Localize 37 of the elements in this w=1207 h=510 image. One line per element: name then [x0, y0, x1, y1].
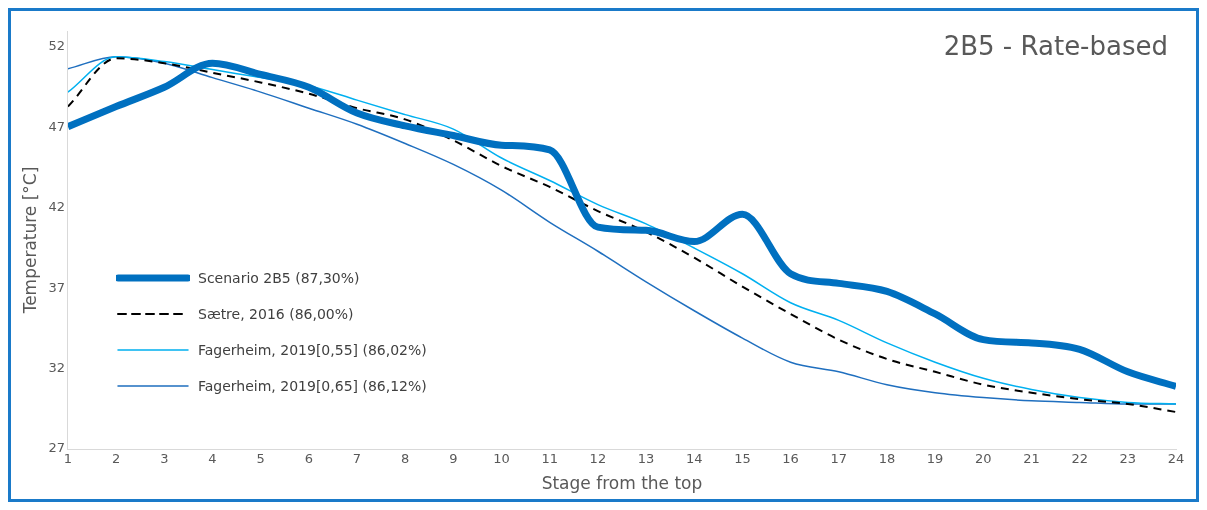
x-tick-label: 12	[589, 451, 607, 467]
y-tick-label: 32	[48, 359, 65, 375]
y-tick-label: 27	[48, 440, 65, 456]
x-tick-label: 20	[975, 451, 992, 467]
x-tick-label: 24	[1167, 451, 1185, 467]
x-tick-label: 2	[111, 451, 121, 467]
y-tick-label: 52	[48, 38, 65, 54]
x-tick-label: 15	[734, 451, 751, 467]
x-tick-label: 8	[401, 451, 410, 467]
legend-label: Fagerheim, 2019[0,55] (86,02%)	[198, 342, 427, 358]
x-tick-label: 4	[208, 451, 217, 467]
x-tick-label: 18	[878, 451, 896, 467]
x-tick-label: 9	[449, 451, 458, 467]
x-tick-label: 16	[782, 451, 799, 467]
x-tick-label: 1	[63, 451, 73, 467]
x-tick-label: 11	[541, 451, 558, 467]
x-axis-title: Stage from the top	[541, 473, 703, 494]
x-tick-label: 6	[304, 451, 313, 467]
legend-label: Scenario 2B5 (87,30%)	[198, 270, 360, 286]
x-tick-label: 17	[830, 451, 848, 467]
y-tick-label: 37	[48, 279, 65, 295]
chart-title: 2B5 - Rate-based	[943, 30, 1168, 61]
x-tick-label: 7	[352, 451, 362, 467]
x-tick-label: 22	[1071, 451, 1088, 467]
legend-label: Fagerheim, 2019[0,65] (86,12%)	[198, 378, 427, 394]
x-tick-label: 19	[926, 451, 944, 467]
y-tick-label: 42	[48, 199, 65, 215]
x-tick-label: 10	[493, 451, 510, 467]
x-tick-label: 21	[1023, 451, 1040, 467]
y-tick-label: 47	[48, 118, 65, 134]
x-tick-label: 13	[637, 451, 655, 467]
x-tick-label: 5	[256, 451, 265, 467]
x-tick-label: 3	[160, 451, 169, 467]
legend-label: Sætre, 2016 (86,00%)	[198, 306, 354, 322]
x-tick-label: 14	[685, 451, 703, 467]
x-tick-label: 23	[1119, 451, 1137, 467]
y-axis-title: Temperature [°C]	[19, 166, 40, 315]
